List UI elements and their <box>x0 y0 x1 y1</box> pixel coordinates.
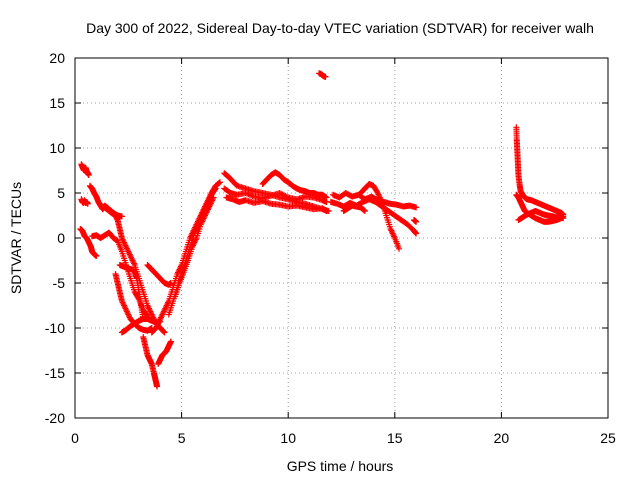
y-tick-label: -20 <box>45 410 65 426</box>
data-points <box>77 70 567 390</box>
y-tick-label: 20 <box>49 50 65 66</box>
series-sat-21 <box>329 190 420 211</box>
data-point <box>216 179 223 186</box>
data-point <box>212 185 219 192</box>
x-tick-label: 25 <box>600 430 616 446</box>
series-sat-01 <box>78 161 92 178</box>
data-point <box>322 73 329 80</box>
y-tick-label: 15 <box>49 95 65 111</box>
x-tick-label: 0 <box>71 430 79 446</box>
plot-frame <box>74 57 609 419</box>
data-point <box>167 338 174 345</box>
y-tick-label: -10 <box>45 320 65 336</box>
data-point <box>361 208 368 214</box>
data-point <box>160 328 167 335</box>
series-sat-22 <box>327 196 420 237</box>
series-sat-25 <box>410 217 420 225</box>
data-point <box>140 316 147 322</box>
series-sat-28 <box>515 208 567 223</box>
grid-lines <box>75 58 608 418</box>
y-tick-label: 5 <box>57 185 65 201</box>
x-tick-label: 10 <box>280 430 296 446</box>
series-sat-09 <box>116 262 147 322</box>
axis-ticks: 0 5 10 15 20 25 -20 -15 -10 -5 0 5 10 15 20 <box>45 50 616 446</box>
data-point <box>413 204 420 211</box>
data-point <box>84 200 91 207</box>
data-point <box>323 194 330 201</box>
chart-title: Day 300 of 2022, Sidereal Day-to-day VTE… <box>86 20 594 36</box>
series-sat-26 <box>513 124 567 218</box>
data-point <box>396 245 403 252</box>
series-sat-15 <box>172 194 217 300</box>
data-point <box>210 194 217 201</box>
x-tick-label: 20 <box>494 430 510 446</box>
y-tick-label: 10 <box>49 140 65 156</box>
series-sat-24 <box>340 202 368 214</box>
data-point <box>154 383 161 390</box>
y-tick-label: -5 <box>53 275 66 291</box>
data-point <box>413 218 420 225</box>
data-point <box>118 213 125 220</box>
x-tick-label: 15 <box>387 430 403 446</box>
series-sat-05 <box>86 182 125 220</box>
data-point <box>560 215 567 222</box>
data-point <box>161 329 168 336</box>
x-tick-label: 5 <box>178 430 186 446</box>
series-sat-16 <box>221 185 330 205</box>
x-axis-label: GPS time / hours <box>287 458 394 474</box>
series-sat-11 <box>144 262 174 288</box>
data-point <box>93 253 100 259</box>
series-sat-18 <box>223 194 330 214</box>
data-point <box>85 172 92 178</box>
series-sat-02 <box>78 196 91 207</box>
series-sat-19 <box>259 169 330 201</box>
y-tick-label: -15 <box>45 365 65 381</box>
data-point <box>413 230 420 237</box>
series-sat-23 <box>357 181 403 252</box>
series-sat-12 <box>155 338 174 367</box>
series-sat-03 <box>77 226 100 259</box>
data-point <box>212 186 219 193</box>
y-axis-label: SDTVAR / TECUs <box>8 182 24 294</box>
data-point <box>323 208 330 214</box>
series-sat-20 <box>316 70 329 80</box>
series-sat-10 <box>140 334 161 390</box>
y-tick-label: 0 <box>57 230 65 246</box>
